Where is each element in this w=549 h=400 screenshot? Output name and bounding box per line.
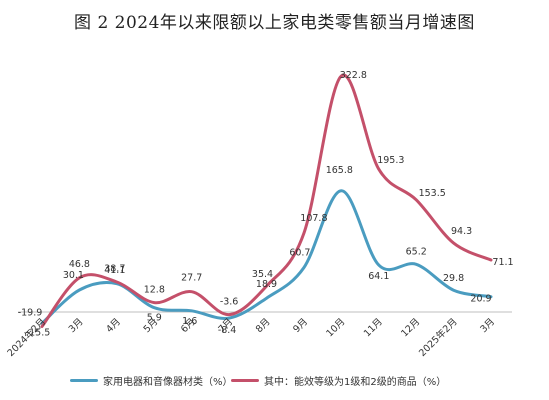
x-tick-label: 9月 bbox=[291, 316, 310, 335]
data-label-energy-efficient: 12.8 bbox=[144, 285, 165, 296]
x-tick-label: 12月 bbox=[399, 316, 422, 339]
data-label-energy-efficient: -19.9 bbox=[18, 308, 43, 319]
data-label-energy-efficient: 27.7 bbox=[181, 273, 202, 284]
data-label-energy-efficient: 107.8 bbox=[300, 213, 327, 224]
data-label-energy-efficient: 322.8 bbox=[340, 70, 367, 81]
data-label-appliances: 20.9 bbox=[470, 294, 491, 305]
x-tick-label: 4月 bbox=[104, 316, 123, 335]
series-line-energy-efficient bbox=[40, 73, 493, 328]
data-label-appliances: 1.6 bbox=[182, 316, 197, 327]
data-label-energy-efficient: -3.6 bbox=[220, 297, 239, 308]
data-label-appliances: 64.1 bbox=[368, 271, 389, 282]
data-label-appliances: 29.8 bbox=[443, 273, 464, 284]
series-lines bbox=[40, 73, 493, 328]
data-label-energy-efficient: 41.1 bbox=[104, 265, 125, 276]
data-label-appliances: 165.8 bbox=[326, 165, 353, 176]
data-label-energy-efficient: 71.1 bbox=[492, 257, 513, 268]
x-tick-label: 11月 bbox=[362, 316, 385, 339]
data-label-energy-efficient: 46.8 bbox=[69, 259, 90, 270]
x-tick-label: 10月 bbox=[324, 316, 347, 339]
legend-label-appliances: 家用电器和音像器材类（%） bbox=[103, 377, 233, 388]
data-label-energy-efficient: 94.3 bbox=[451, 226, 472, 237]
x-tick-label: 2025年2月 bbox=[416, 316, 459, 359]
legend-label-energy-efficient: 其中：能效等级为1级和2级的商品（%） bbox=[264, 377, 447, 388]
legend-swatch-energy-efficient bbox=[231, 379, 259, 382]
data-label-appliances: 38.7 bbox=[104, 264, 125, 275]
legend-item-appliances: 家用电器和音像器材类（%） bbox=[70, 373, 233, 388]
legend-swatch-appliances bbox=[70, 379, 98, 382]
data-label-appliances: -15.5 bbox=[26, 327, 51, 338]
series-line-appliances bbox=[40, 189, 493, 325]
data-labels: -15.5 30.1 38.7 5.9 1.6 -8.4 18.9 60.7 165.8 64.1… bbox=[18, 70, 514, 338]
data-label-appliances: 5.9 bbox=[147, 313, 162, 324]
data-label-appliances: 18.9 bbox=[256, 279, 277, 290]
data-label-appliances: 60.7 bbox=[289, 248, 310, 259]
data-label-appliances: 65.2 bbox=[406, 246, 427, 257]
chart-title: 图 2 2024年以来限额以上家电类零售额当月增速图 bbox=[74, 13, 475, 33]
data-label-appliances: 30.1 bbox=[63, 270, 84, 281]
x-tick-label: 3月 bbox=[67, 316, 86, 335]
legend-item-energy-efficient: 其中：能效等级为1级和2级的商品（%） bbox=[231, 373, 446, 388]
data-label-energy-efficient: 195.3 bbox=[377, 155, 404, 166]
data-label-energy-efficient: 153.5 bbox=[419, 188, 446, 199]
data-label-appliances: -8.4 bbox=[218, 325, 237, 336]
x-tick-label: 8月 bbox=[254, 316, 273, 335]
data-label-energy-efficient: 35.4 bbox=[252, 269, 273, 280]
x-tick-label: 3月 bbox=[478, 316, 497, 335]
